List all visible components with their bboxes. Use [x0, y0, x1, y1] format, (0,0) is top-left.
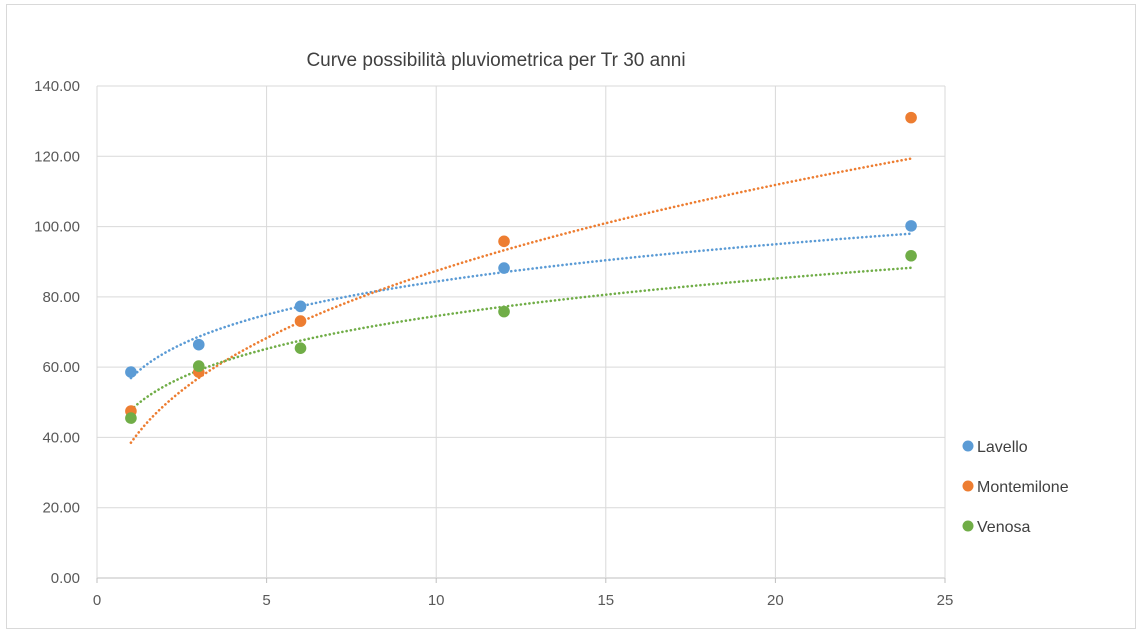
- x-tick-label: 25: [937, 592, 954, 609]
- data-point-lavello: [192, 338, 205, 351]
- data-point-lavello: [125, 366, 137, 378]
- trendline-lavello: [129, 232, 913, 380]
- data-point-venosa: [498, 305, 510, 318]
- legend-marker-montemilone: [962, 480, 974, 492]
- x-tick-label: 20: [767, 592, 784, 609]
- legend-label-lavello: Lavello: [977, 439, 1028, 456]
- data-point-venosa: [294, 342, 307, 354]
- y-tick-label: 20.00: [42, 500, 80, 517]
- x-tick-label: 15: [597, 592, 614, 609]
- grid-layer: [96, 85, 946, 583]
- chart-frame: [6, 4, 1136, 629]
- legend: Lavello Montemilone Venosa: [962, 439, 1069, 536]
- x-tick-label: 10: [428, 592, 445, 609]
- data-point-venosa: [905, 249, 917, 262]
- y-tick-label: 80.00: [42, 289, 80, 306]
- data-point-lavello: [498, 262, 510, 274]
- legend-label-venosa: Venosa: [977, 519, 1030, 536]
- data-point-venosa: [192, 360, 205, 372]
- data-point-montemilone: [498, 235, 510, 248]
- data-point-montemilone: [294, 315, 307, 327]
- x-tick-label: 5: [262, 592, 270, 609]
- y-tick-label: 60.00: [42, 359, 80, 376]
- y-tick-label: 140.00: [34, 78, 80, 95]
- data-point-venosa: [125, 412, 137, 424]
- y-tick-label: 0.00: [51, 570, 80, 587]
- data-point-montemilone: [905, 111, 917, 124]
- legend-marker-lavello: [962, 440, 974, 452]
- trendline-venosa: [129, 266, 913, 412]
- legend-marker-venosa: [962, 520, 974, 532]
- trendline-montemilone: [129, 157, 913, 444]
- x-tick-label: 0: [93, 592, 101, 609]
- data-points: [125, 111, 917, 424]
- y-tick-label: 120.00: [34, 148, 80, 165]
- legend-label-montemilone: Montemilone: [977, 479, 1069, 496]
- y-tick-label: 100.00: [34, 219, 80, 236]
- trendlines: [129, 157, 913, 444]
- data-point-lavello: [905, 220, 917, 232]
- axis-labels: 0.00 20.00 40.00 60.00 80.00 100.00 120.00 140.…: [34, 78, 953, 609]
- data-point-lavello: [294, 300, 307, 313]
- y-tick-label: 40.00: [42, 429, 80, 446]
- chart-title: Curve possibilità pluviometrica per Tr 3…: [306, 50, 685, 71]
